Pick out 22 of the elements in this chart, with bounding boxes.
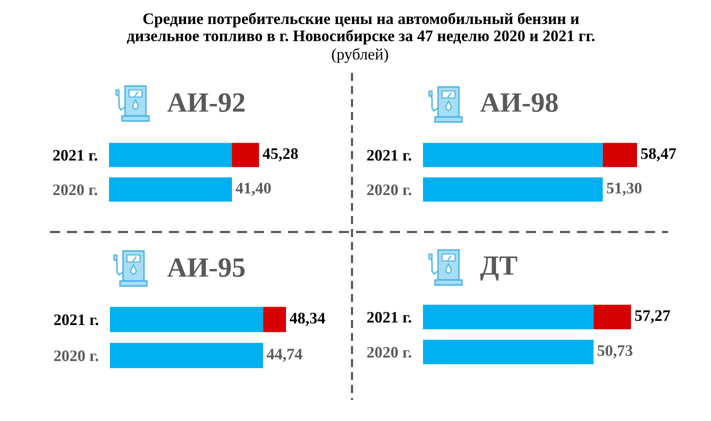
annotation: 48,34	[290, 312, 326, 326]
chart-title: ДТ	[480, 256, 518, 281]
y-tick-label: 2021 г.	[367, 150, 412, 161]
annotation: 45,28	[262, 148, 298, 162]
y-tick-label: 2020 г.	[54, 350, 98, 362]
y-tick-label: 2021 г.	[54, 314, 98, 326]
y-tick-label: 2020 г.	[367, 346, 412, 358]
annotation: 44,74	[266, 348, 302, 362]
y-tick-label: 2020 г.	[53, 184, 98, 196]
chart-title: АИ-95	[167, 258, 245, 277]
text: (рублей)	[332, 48, 388, 63]
y-tick-label: 2021 г.	[367, 312, 412, 323]
annotation: 51,30	[606, 182, 642, 196]
y-tick-label: 2021 г.	[53, 150, 98, 161]
chart-title: АИ-92	[167, 93, 244, 112]
annotation: 50,73	[598, 345, 632, 358]
annotation: 41,40	[236, 182, 271, 196]
annotation: 57,27	[635, 310, 670, 324]
annotation: 58,47	[641, 148, 676, 162]
text: Средние потребительские цены на автомобильный бензин и дизельное топливо в г. Новосибирске за 47 неделю 2020 и 2021 гг.	[126, 12, 594, 44]
chart-title: АИ-98	[480, 93, 558, 112]
y-tick-label: 2020 г.	[367, 184, 412, 196]
